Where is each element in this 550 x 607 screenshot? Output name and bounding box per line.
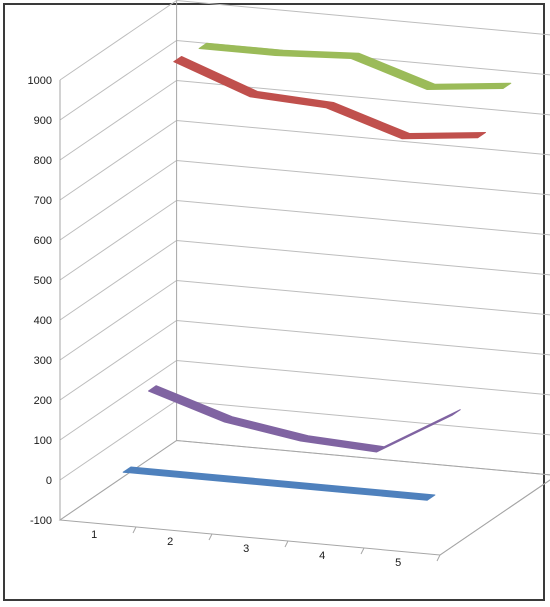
- floor: [58, 439, 550, 556]
- series-ribbon: [122, 466, 436, 501]
- series-ribbon: [198, 42, 512, 90]
- y-tick-label: 600: [34, 235, 52, 247]
- y-tick-label: 500: [34, 275, 52, 287]
- series-ribbon-shape: [173, 56, 486, 140]
- series-ribbons: [122, 42, 512, 501]
- x-tick-label: 5: [395, 557, 401, 569]
- series-ribbon-shape: [198, 42, 512, 90]
- x-axis-tick-labels: 1 2 3 4 5: [91, 529, 401, 569]
- y-tick-label: 800: [34, 155, 52, 167]
- y-tick-label: 400: [34, 315, 52, 327]
- floor-right-edge: [439, 479, 550, 556]
- x-tick-mark: [436, 554, 441, 562]
- y-tick-label: -100: [30, 515, 52, 527]
- series-ribbon-shape: [122, 466, 436, 501]
- y-tick-label: 900: [34, 115, 52, 127]
- series-ribbon-shape: [148, 385, 461, 453]
- axes: [58, 0, 550, 562]
- x-tick-label: 2: [167, 536, 173, 548]
- x-tick-label: 3: [243, 543, 249, 555]
- x-tick-mark: [360, 547, 365, 555]
- x-tick-mark: [132, 526, 137, 534]
- y-tick-label: 100: [34, 435, 52, 447]
- y-tick-label: 0: [46, 475, 52, 487]
- series-ribbon: [173, 56, 486, 140]
- y-axis-tick-labels: -100 0 100 200 300 400 500 600 700 800 900 1000: [28, 75, 52, 527]
- y-tick-label: 700: [34, 195, 52, 207]
- y-tick-label: 300: [34, 355, 52, 367]
- y-tick-label: 1000: [28, 75, 52, 87]
- series-ribbon: [148, 385, 461, 453]
- x-tick-label: 1: [91, 529, 97, 541]
- x-tick-mark: [284, 540, 289, 548]
- x-tick-mark: [208, 533, 213, 541]
- x-tick-label: 4: [319, 550, 325, 562]
- y-tick-label: 200: [34, 395, 52, 407]
- chart-frame: [3, 3, 545, 601]
